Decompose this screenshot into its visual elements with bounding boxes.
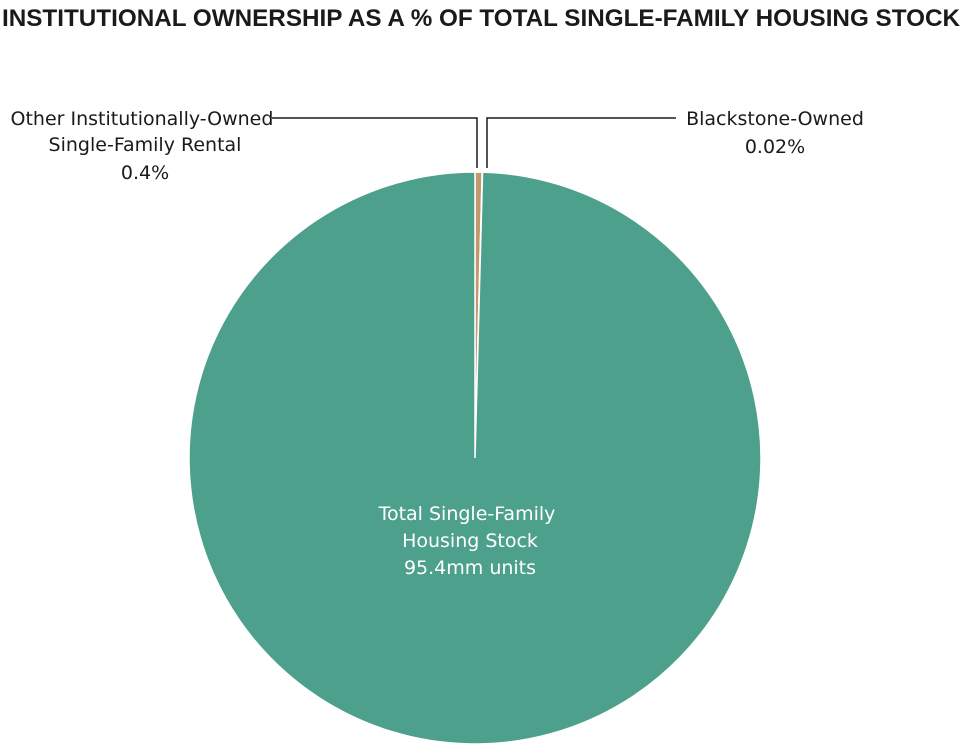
label-line: Total Single-Family (378, 503, 556, 525)
slice-label: Other Institutionally-Owned Single-Famil… (11, 108, 280, 156)
label-line: Blackstone-Owned (686, 108, 864, 130)
leader-line (486, 117, 676, 168)
slice-label: Total Single-Family Housing Stock (378, 503, 562, 552)
value-label: 0.4% (121, 162, 169, 184)
label-line: Single-Family Rental (49, 134, 242, 156)
chart-title: INSTITUTIONAL OWNERSHIP AS A % OF TOTAL … (2, 5, 961, 32)
value-label: 0.02% (745, 136, 805, 158)
pie-slice (188, 171, 762, 745)
slice-label: Blackstone-Owned (686, 108, 864, 130)
label-line: Housing Stock (402, 530, 538, 552)
label-line: Other Institutionally-Owned (11, 108, 274, 130)
leader-line (272, 117, 478, 168)
pie (188, 171, 762, 745)
stock-label: 95.4mm units (404, 557, 536, 579)
